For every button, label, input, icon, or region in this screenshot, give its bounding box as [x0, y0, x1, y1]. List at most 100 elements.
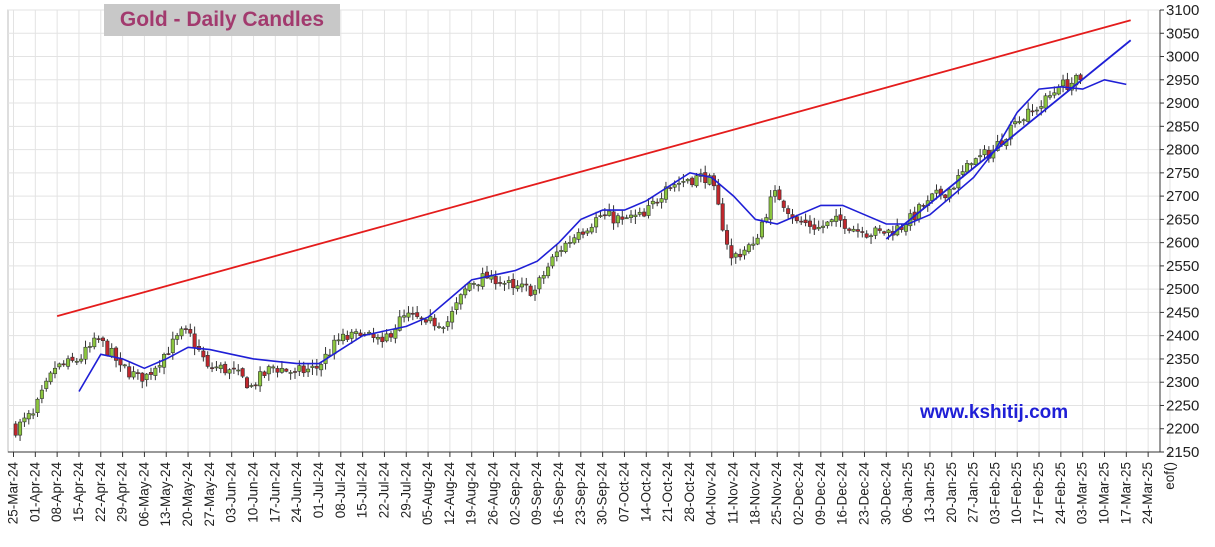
candle-bear [485, 271, 490, 279]
x-tick-label: 29-Jul-24 [398, 462, 413, 519]
x-tick-label: 25-Mar-24 [6, 462, 21, 525]
x-tick-label: 10-Mar-25 [1097, 462, 1112, 524]
candle-bear [358, 332, 363, 336]
candle-bull [218, 364, 223, 369]
candle-bear [511, 278, 516, 289]
x-tick-label: 24-Jun-24 [289, 462, 304, 523]
candle-bull [502, 282, 507, 285]
resistance-trendline [56, 19, 1131, 318]
candle-bull [903, 224, 908, 232]
candle-bear [642, 211, 647, 217]
candle-bull [550, 256, 555, 267]
x-tick-label: 19-Aug-24 [464, 462, 479, 526]
x-tick-label: 23-Dec-24 [856, 462, 871, 526]
candle-bull [576, 232, 581, 240]
candle-bull [821, 225, 826, 228]
candle-bull [122, 364, 127, 367]
candle-bull [816, 226, 821, 230]
candle-bear [716, 184, 721, 205]
candle-bull [969, 163, 974, 166]
candle-bull [834, 215, 839, 222]
candle-bear [842, 219, 847, 229]
candle-bear [244, 377, 249, 389]
candle-bear [223, 363, 228, 374]
candle-bull [266, 366, 271, 375]
candle-bull [279, 368, 284, 373]
candle-bull [637, 211, 642, 215]
candle-bull [471, 283, 476, 285]
candle-bull [236, 369, 241, 372]
candle-bear [166, 353, 171, 355]
watermark-url: www.kshitij.com [920, 402, 1069, 423]
candle-bull [681, 181, 686, 183]
y-tick-label: 2900 [1166, 95, 1199, 112]
x-tick-label: 17-Feb-25 [1031, 462, 1046, 524]
candle-bear [1078, 74, 1083, 81]
candle-bear [13, 423, 18, 436]
candle-bull [288, 372, 293, 374]
candle-bull [768, 196, 773, 220]
x-tick-label: 04-Nov-24 [704, 462, 719, 526]
y-tick-label: 2600 [1166, 235, 1199, 252]
candle-bull [546, 266, 551, 277]
candle-bull [973, 158, 978, 165]
x-axis: 25-Mar-24 01-Apr-24 08-Apr-24 15-Apr-24 22-A… [6, 451, 1177, 527]
candle-bull [18, 421, 23, 436]
candle-bear [423, 319, 428, 323]
x-tick-label: 03-Feb-25 [987, 462, 1002, 524]
candle-bull [960, 171, 965, 175]
candle-bull [829, 219, 834, 223]
x-tick-label: 25-Nov-24 [769, 462, 784, 526]
candle-bear [345, 335, 350, 340]
x-tick-label: 24-Feb-25 [1053, 462, 1068, 524]
candle-bear [690, 177, 695, 186]
candle-bear [602, 214, 607, 217]
x-tick-label: 02-Dec-24 [791, 462, 806, 526]
x-tick-label: 22-Apr-24 [93, 462, 108, 523]
y-tick-label: 2950 [1166, 72, 1199, 89]
candle-bull [480, 273, 485, 287]
candle-bull [170, 338, 175, 353]
candle-bull [759, 221, 764, 238]
candle-bull [157, 365, 162, 368]
candle-bull [1026, 108, 1031, 122]
y-tick-label: 2150 [1166, 444, 1199, 461]
candle-bull [1017, 121, 1022, 124]
candle-bull [615, 215, 620, 224]
candle-bull [44, 380, 49, 389]
y-tick-label: 2700 [1166, 188, 1199, 205]
candle-bull [74, 360, 79, 363]
candle-bull [629, 214, 634, 218]
plot-frame [7, 9, 1161, 453]
x-tick-label: 13-Jan-25 [922, 462, 937, 523]
x-tick-label: 16-Sep-24 [551, 462, 566, 526]
candle-bull [397, 316, 402, 331]
candle-bull [310, 365, 315, 368]
candle-bull [271, 366, 276, 369]
candle-bull [873, 227, 878, 236]
candle-bull [965, 163, 970, 173]
overlay-lines [56, 19, 1132, 392]
candle-bull [733, 253, 738, 258]
candle-bull [375, 336, 380, 340]
candle-bull [886, 229, 891, 234]
candle-bear [1065, 79, 1070, 90]
candle-bull [1061, 79, 1066, 87]
candle-bull [663, 186, 668, 200]
x-tick-label: 22-Jul-24 [376, 462, 391, 519]
x-tick-label: 09-Dec-24 [813, 462, 828, 526]
y-tick-label: 2200 [1166, 421, 1199, 438]
candle-bear [498, 282, 503, 284]
candle-bear [231, 367, 236, 370]
candle-bear [188, 329, 193, 334]
candle-bull [755, 237, 760, 245]
y-tick-label: 2350 [1166, 351, 1199, 368]
candle-bull [336, 339, 341, 342]
candle-bull [677, 182, 682, 185]
candle-bear [668, 187, 673, 189]
candle-bear [581, 231, 586, 235]
x-tick-label: 01-Apr-24 [27, 462, 42, 523]
candle-bull [1013, 121, 1018, 125]
